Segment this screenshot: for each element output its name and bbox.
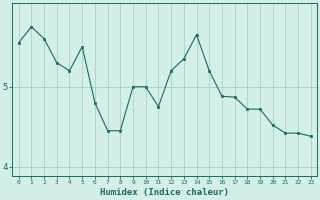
X-axis label: Humidex (Indice chaleur): Humidex (Indice chaleur) bbox=[100, 188, 229, 197]
